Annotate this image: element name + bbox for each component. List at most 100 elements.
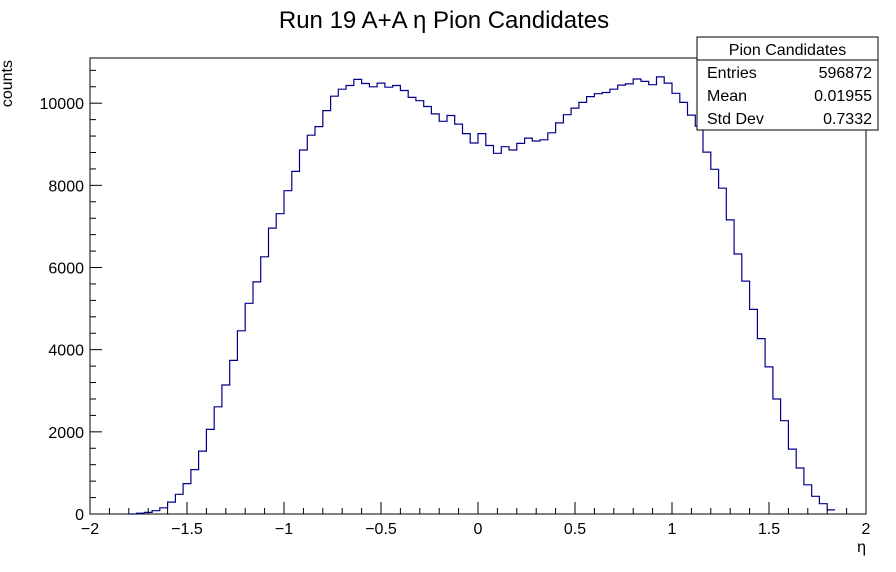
histogram-bin [478,134,486,514]
histogram-bin [245,303,253,514]
histogram-bin [571,108,579,514]
histogram-bin [230,360,238,514]
histogram-bin [300,150,308,514]
histogram-bin [338,89,346,514]
stats-row-value: 0.01955 [814,88,872,105]
histogram-bin [695,126,703,514]
histogram-bin [625,84,633,514]
histogram-bin [152,511,160,514]
stats-row-label: Entries [707,65,757,82]
histogram-bin [819,504,827,514]
histogram-bin [393,86,401,514]
histogram-bin [168,502,176,514]
histogram-bin [486,146,494,514]
y-tick-label: 8000 [48,178,84,195]
histogram-bin [781,421,789,514]
x-tick-label: 2 [862,521,871,538]
histogram-bin [788,449,796,514]
x-tick-label: 0.5 [564,521,586,538]
histogram-bin [160,508,168,514]
histogram-bin [447,116,455,514]
histogram-bin [416,101,424,514]
histogram-bin [517,143,525,514]
histogram-bin [742,281,750,514]
histogram-bin [137,513,145,514]
histogram-bin [261,257,269,514]
histogram-bin [284,191,292,514]
histogram-bin [253,282,261,514]
histogram-bin [827,510,835,514]
y-tick-label: 10000 [40,96,85,113]
x-tick-label: 1.5 [758,521,780,538]
histogram-bin [191,470,199,514]
y-axis-label: counts [0,60,16,107]
y-tick-label: 4000 [48,343,84,360]
histogram-bin [680,102,688,514]
x-axis-label: η [857,539,866,556]
histogram-bin [331,96,339,514]
histogram-bin [501,147,509,514]
x-tick-label: −0.5 [365,521,397,538]
histogram-bin [424,106,432,514]
histogram-bin [672,93,680,514]
x-tick-label: −1.5 [171,521,203,538]
histogram-bin [199,451,207,514]
histogram-bin [292,171,300,514]
histogram-bin [494,153,502,514]
histogram-bin [594,94,602,514]
histogram-bin [276,214,284,514]
histogram-bin [206,429,214,514]
histogram-bin [509,150,517,514]
x-tick-label: −1 [275,521,293,538]
histogram-bin [439,121,447,514]
x-tick-label: −2 [81,521,99,538]
histogram-bin [237,331,245,514]
histogram-bin [641,81,649,514]
histogram-bin [307,135,315,514]
histogram-bin [315,127,323,514]
histogram-bin [431,114,439,514]
histogram-bin [812,496,820,514]
histogram-bin [649,85,657,514]
histogram-bin [688,115,696,514]
histogram-bin [455,124,463,514]
histogram-bin [408,97,416,514]
stats-row-label: Mean [707,88,747,105]
histogram-bin [796,468,804,514]
y-tick-label: 6000 [48,261,84,278]
histogram-bin [354,79,362,514]
histogram-bin [726,220,734,514]
stats-box [696,36,879,131]
histogram-bin [765,367,773,514]
histogram-bin [633,79,641,514]
histogram-bin [602,93,610,514]
histogram-bin [470,143,478,514]
histogram-bin [222,385,230,514]
histogram-bin [734,254,742,514]
stats-row-label: Std Dev [707,111,764,128]
histogram-bin [563,115,571,514]
x-tick-label: 1 [668,521,677,538]
histogram-bin [703,152,711,514]
histogram-bin [369,87,377,514]
histogram-bin [346,86,354,514]
histogram-bin [323,111,331,514]
histogram-bin [556,123,564,514]
histogram-bin [750,309,758,514]
histogram-bin [656,77,664,514]
histogram-bin [175,494,183,514]
histogram-bin [548,133,556,514]
stats-box-title: Pion Candidates [729,42,846,59]
y-tick-label: 2000 [48,425,84,442]
y-tick-label: 0 [75,507,84,524]
histogram-bin [587,97,595,514]
histogram-bin [711,169,719,514]
histogram-bin [757,339,765,514]
histogram-bin [362,83,370,514]
histogram-bin [719,188,727,514]
histogram-bin [540,140,548,514]
histogram-bin [268,228,276,514]
stats-row-value: 596872 [819,65,872,82]
x-tick-label: 0 [474,521,483,538]
